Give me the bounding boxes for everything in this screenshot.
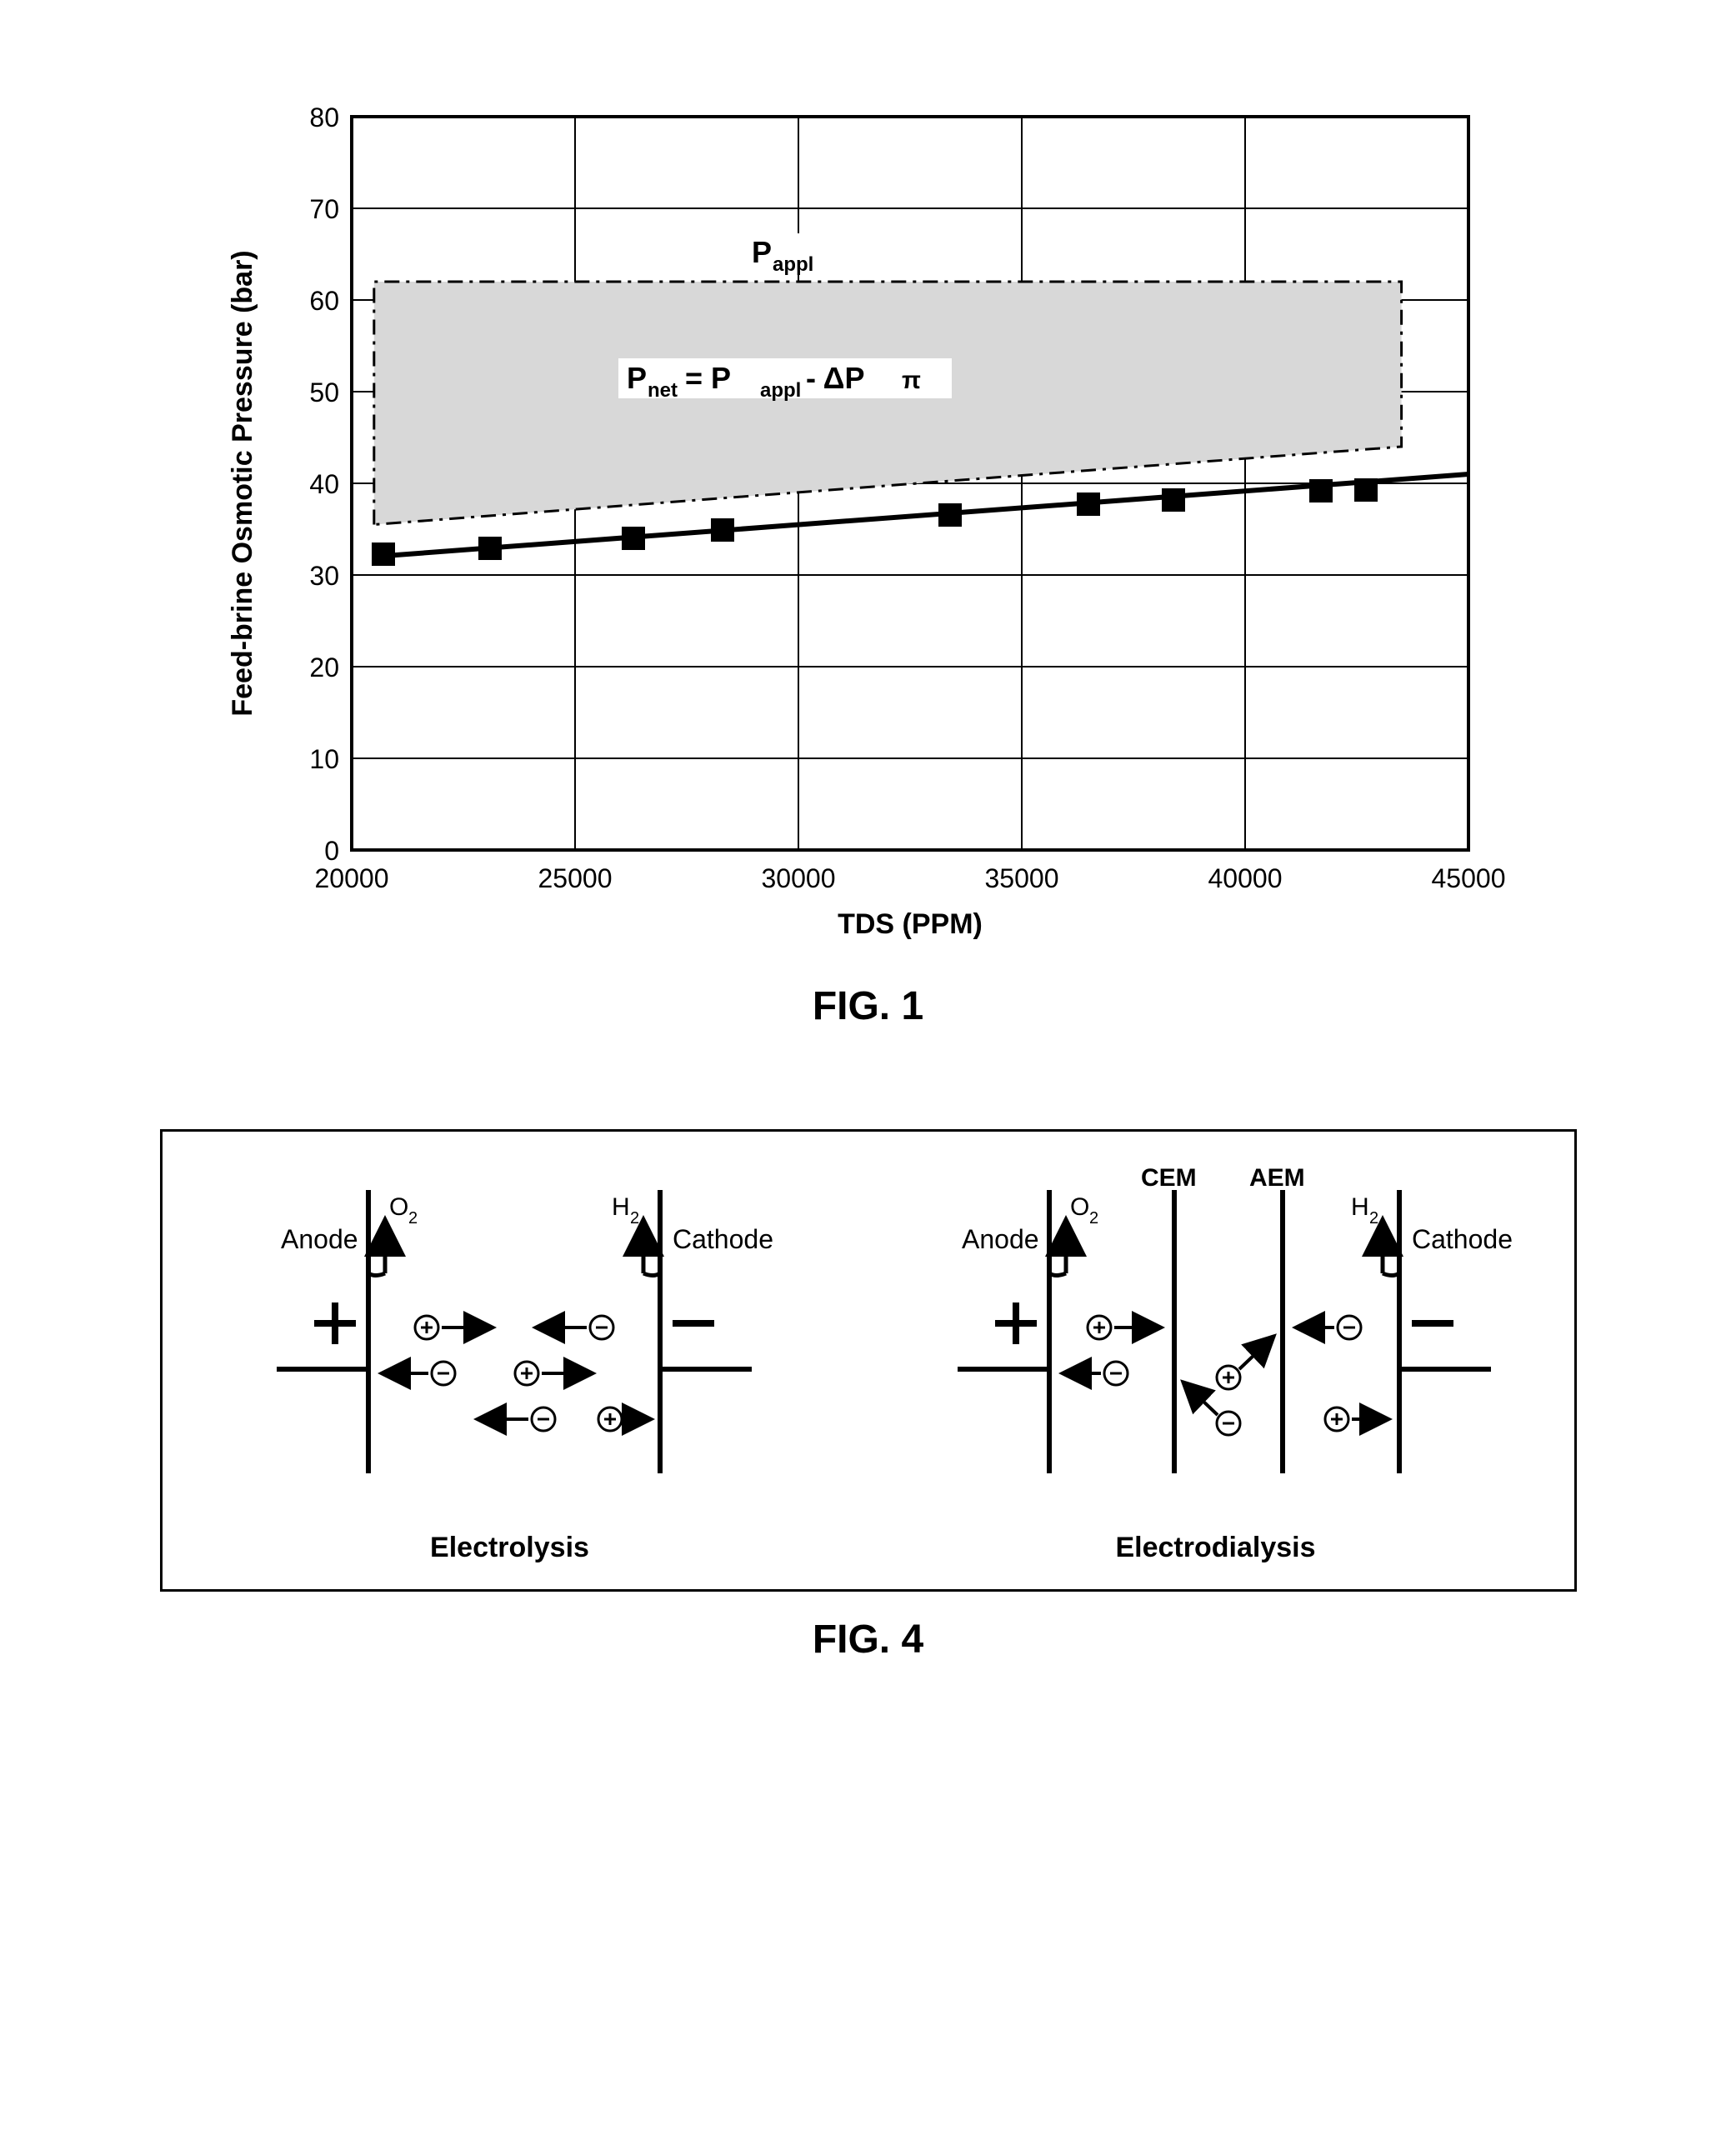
figure-1-label: FIG. 1 <box>100 983 1636 1029</box>
electrodialysis-title: Electrodialysis <box>883 1532 1549 1564</box>
y-axis-label: Feed-brine Osmotic Pressure (bar) <box>227 250 258 716</box>
svg-text:2: 2 <box>630 1209 639 1228</box>
cathode-label: Cathode <box>673 1224 773 1254</box>
electrolysis-title: Electrolysis <box>188 1532 833 1564</box>
svg-text:H: H <box>612 1193 630 1221</box>
annotation-pappl: P appl <box>743 233 843 276</box>
svg-text:appl: appl <box>773 253 813 276</box>
svg-text:P: P <box>627 361 647 395</box>
svg-text:P: P <box>752 235 772 269</box>
svg-text:0: 0 <box>324 836 339 866</box>
svg-text:- ΔP: - ΔP <box>806 361 865 395</box>
figure-1: P appl P net = P appl - ΔP π <box>100 83 1636 1029</box>
electrodialysis-svg: Anode Cathode O 2 H 2 CEM AEM <box>883 1165 1549 1515</box>
svg-text:π: π <box>902 367 921 394</box>
svg-text:60: 60 <box>309 286 339 316</box>
svg-text:30: 30 <box>309 561 339 591</box>
svg-text:2: 2 <box>1089 1209 1098 1228</box>
svg-text:25000: 25000 <box>538 863 612 893</box>
svg-text:40: 40 <box>309 469 339 499</box>
svg-text:net: net <box>648 379 678 402</box>
electrodialysis-cell: Anode Cathode O 2 H 2 CEM AEM Electrodia… <box>883 1165 1549 1564</box>
anode-label: Anode <box>962 1224 1039 1254</box>
x-axis-label: TDS (PPM) <box>838 908 983 940</box>
cem-label: CEM <box>1141 1165 1197 1192</box>
cathode-label: Cathode <box>1412 1224 1513 1254</box>
figure-4: Anode Cathode O 2 H 2 Electrolysis <box>100 1129 1636 1662</box>
figure-4-label: FIG. 4 <box>100 1617 1636 1662</box>
anode-label: Anode <box>281 1224 358 1254</box>
svg-text:70: 70 <box>309 194 339 224</box>
svg-text:20000: 20000 <box>314 863 388 893</box>
annotation-pnet: P net = P appl - ΔP π <box>618 358 952 402</box>
chart-svg: P appl P net = P appl - ΔP π <box>202 83 1535 958</box>
x-ticks: 20000 25000 30000 35000 40000 45000 <box>314 863 1505 893</box>
svg-text:O: O <box>389 1193 408 1221</box>
electrolysis-svg: Anode Cathode O 2 H 2 <box>193 1165 827 1515</box>
svg-text:35000: 35000 <box>984 863 1058 893</box>
svg-text:20: 20 <box>309 652 339 682</box>
svg-text:H: H <box>1351 1193 1369 1221</box>
electrolysis-cell: Anode Cathode O 2 H 2 Electrolysis <box>188 1165 833 1564</box>
chart-container: P appl P net = P appl - ΔP π <box>202 83 1535 958</box>
svg-text:appl: appl <box>760 379 801 402</box>
svg-text:2: 2 <box>1369 1209 1378 1228</box>
svg-text:10: 10 <box>309 744 339 774</box>
svg-text:2: 2 <box>408 1209 418 1228</box>
aem-label: AEM <box>1249 1165 1305 1192</box>
svg-text:40000: 40000 <box>1208 863 1282 893</box>
svg-text:= P: = P <box>685 361 731 395</box>
svg-text:30000: 30000 <box>761 863 835 893</box>
y-ticks: 0 10 20 30 40 50 60 70 80 <box>309 102 339 866</box>
svg-text:O: O <box>1070 1193 1089 1221</box>
svg-text:50: 50 <box>309 378 339 408</box>
svg-text:80: 80 <box>309 102 339 132</box>
svg-text:45000: 45000 <box>1431 863 1505 893</box>
diagram-box: Anode Cathode O 2 H 2 Electrolysis <box>160 1129 1577 1592</box>
